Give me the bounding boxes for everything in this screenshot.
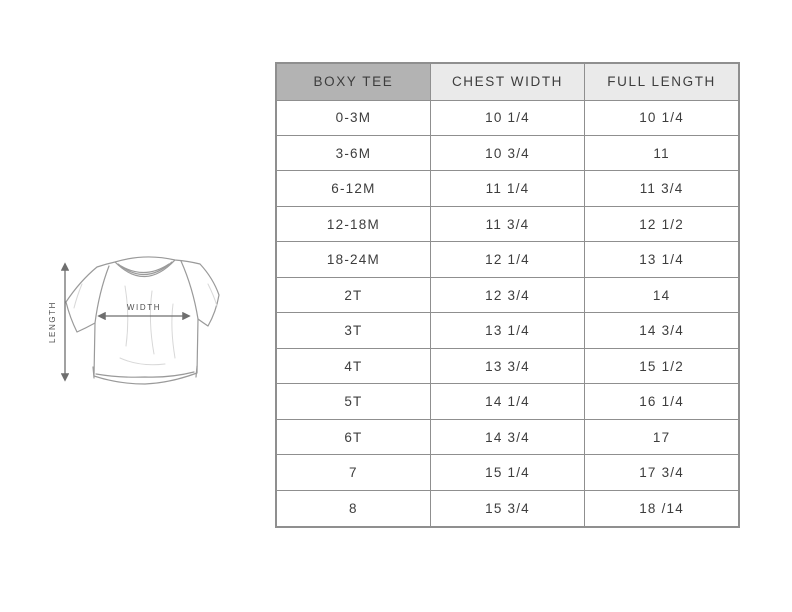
cell-chest-width: 13 3/4	[429, 347, 586, 385]
cell-full-length: 11 3/4	[584, 170, 740, 207]
table-row: 6-12M 11 1/4 11 3/4	[275, 170, 740, 207]
table-row: 2T 12 3/4 14	[275, 276, 740, 314]
cell-full-length: 13 1/4	[584, 241, 740, 278]
tee-sleeve-seams	[94, 260, 199, 324]
cell-chest-width: 11 1/4	[429, 170, 586, 207]
cell-chest-width: 14 1/4	[429, 383, 586, 420]
cell-full-length: 15 1/2	[584, 347, 740, 385]
cell-size: 6T	[275, 418, 431, 456]
table-row: 3T 13 1/4 14 3/4	[275, 312, 740, 349]
column-header-full-length: FULL LENGTH	[584, 62, 740, 101]
cell-chest-width: 12 1/4	[429, 241, 586, 278]
cell-size: 0-3M	[275, 99, 431, 136]
cell-full-length: 18 /14	[584, 489, 740, 528]
cell-chest-width: 10 1/4	[429, 99, 586, 136]
cell-chest-width: 15 1/4	[429, 454, 586, 491]
cell-size: 8	[275, 489, 431, 528]
table-row: 6T 14 3/4 17	[275, 418, 740, 456]
cell-full-length: 14	[584, 276, 740, 314]
cell-size: 4T	[275, 347, 431, 385]
tee-wrinkles	[73, 283, 218, 366]
size-chart-header: BOXY TEE CHEST WIDTH FULL LENGTH	[275, 62, 740, 101]
table-row: 8 15 3/4 18 /14	[275, 489, 740, 528]
width-label: WIDTH	[127, 303, 161, 312]
table-row: 12-18M 11 3/4 12 1/2	[275, 205, 740, 243]
cell-full-length: 12 1/2	[584, 205, 740, 243]
cell-size: 5T	[275, 383, 431, 420]
header-row: BOXY TEE CHEST WIDTH FULL LENGTH	[275, 62, 740, 101]
cell-size: 6-12M	[275, 170, 431, 207]
tee-hem	[92, 365, 198, 379]
tee-collar	[114, 259, 176, 278]
table-row: 18-24M 12 1/4 13 1/4	[275, 241, 740, 278]
boxy-tee-illustration: WIDTH LENGTH	[48, 256, 220, 385]
cell-full-length: 11	[584, 134, 740, 172]
cell-size: 7	[275, 454, 431, 491]
cell-size: 12-18M	[275, 205, 431, 243]
cell-chest-width: 11 3/4	[429, 205, 586, 243]
cell-chest-width: 10 3/4	[429, 134, 586, 172]
cell-chest-width: 15 3/4	[429, 489, 586, 528]
table-row: 0-3M 10 1/4 10 1/4	[275, 99, 740, 136]
length-label: LENGTH	[48, 301, 57, 343]
column-header-chest-width: CHEST WIDTH	[429, 62, 586, 101]
cell-full-length: 10 1/4	[584, 99, 740, 136]
cell-full-length: 17 3/4	[584, 454, 740, 491]
size-chart-body: 0-3M 10 1/4 10 1/4 3-6M 10 3/4 11 6-12M 11 1/4 1…	[275, 99, 740, 528]
cell-full-length: 14 3/4	[584, 312, 740, 349]
cell-size: 18-24M	[275, 241, 431, 278]
table-row: 5T 14 1/4 16 1/4	[275, 383, 740, 420]
cell-size: 2T	[275, 276, 431, 314]
cell-chest-width: 12 3/4	[429, 276, 586, 314]
table-row: 3-6M 10 3/4 11	[275, 134, 740, 172]
cell-size: 3-6M	[275, 134, 431, 172]
cell-chest-width: 13 1/4	[429, 312, 586, 349]
cell-full-length: 17	[584, 418, 740, 456]
size-chart-table: BOXY TEE CHEST WIDTH FULL LENGTH 0-3M 10 …	[275, 62, 740, 528]
cell-size: 3T	[275, 312, 431, 349]
table-row: 7 15 1/4 17 3/4	[275, 454, 740, 491]
cell-full-length: 16 1/4	[584, 383, 740, 420]
column-header-boxy-tee: BOXY TEE	[275, 62, 431, 101]
cell-chest-width: 14 3/4	[429, 418, 586, 456]
table-row: 4T 13 3/4 15 1/2	[275, 347, 740, 385]
